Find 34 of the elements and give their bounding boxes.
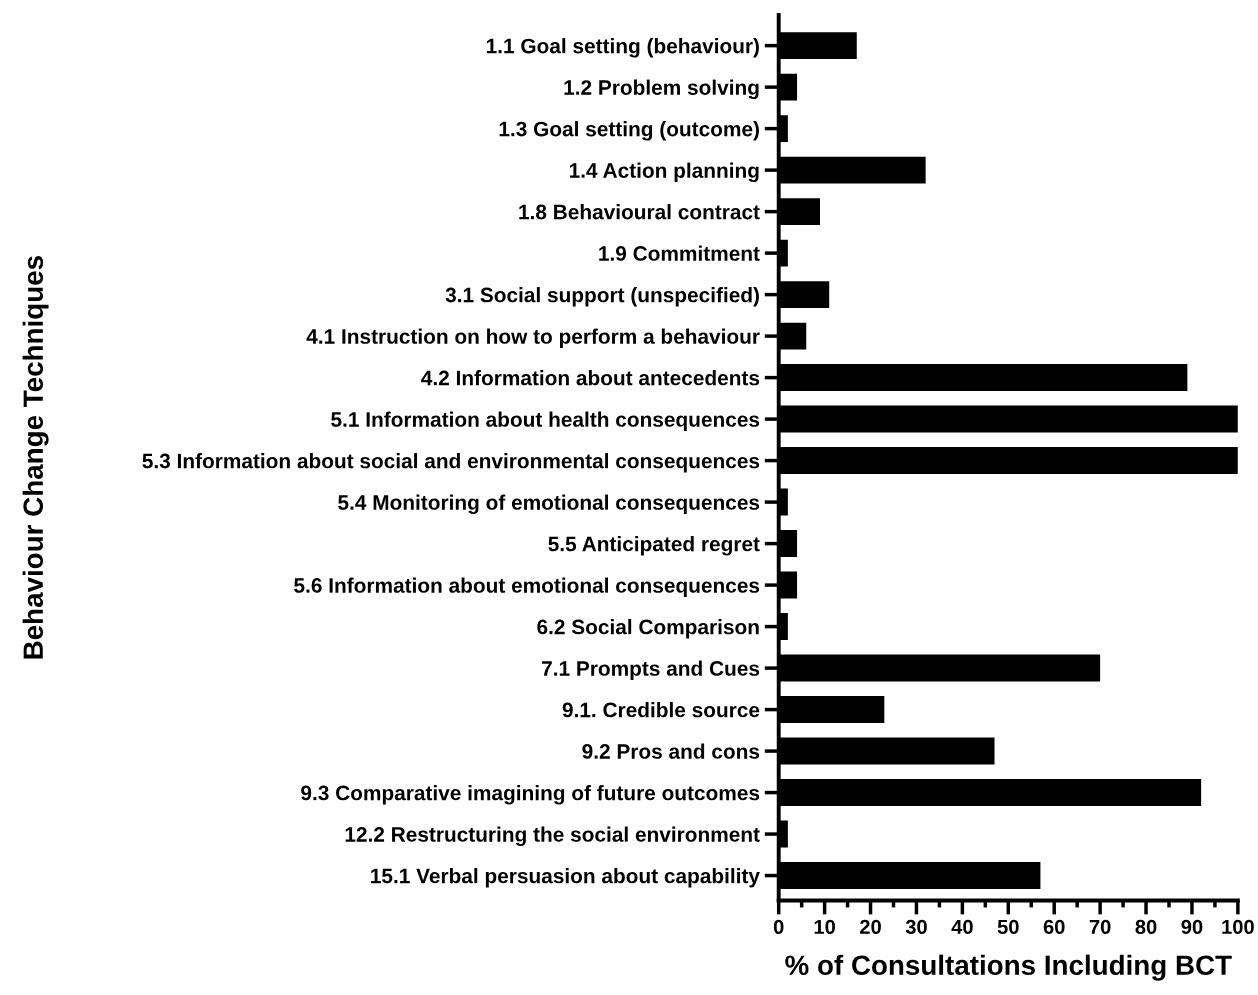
x-tick-label: 30: [905, 919, 927, 935]
y-tick-label: 1.1 Goal setting (behaviour): [486, 38, 759, 58]
y-tick-label: 1.8 Behavioural contract: [519, 204, 760, 220]
y-tick-label: 5.3 Information about social and environmental consequences: [142, 453, 760, 473]
y-tick-label: 1.4 Action planning: [569, 162, 759, 183]
y-tick-label: 5.4 Monitoring of emotional consequences: [338, 494, 760, 515]
y-tick-label: 1.9 Commitment: [599, 245, 760, 261]
x-tick-label: 40: [951, 919, 973, 935]
x-tick-label: 0: [773, 919, 784, 935]
y-tick-label: 1.3 Goal setting (outcome): [499, 121, 759, 141]
x-tick-label: 10: [814, 919, 835, 935]
y-tick-label: 9.2 Pros and cons: [582, 743, 760, 759]
y-tick-label: 4.2 Information about antecedents: [421, 370, 760, 386]
x-tick-label: 60: [1043, 919, 1065, 935]
y-tick-label: 5.5 Anticipated regret: [548, 536, 760, 556]
y-tick-label: 9.1. Credible source: [562, 702, 760, 718]
y-tick-label: 12.2 Restructuring the social environment: [345, 826, 760, 847]
x-tick-label: 80: [1135, 919, 1157, 935]
y-tick-label: 7.1 Prompts and Cues: [542, 660, 760, 680]
y-axis-title: Behaviour Change Techniques: [22, 256, 49, 659]
y-tick-label: 4.1 Instruction on how to perform a behaviour: [306, 328, 760, 348]
y-tick-label: 5.6 Information about emotional consequences: [294, 577, 760, 597]
x-tick-label: 50: [997, 919, 1019, 935]
y-tick-label: 3.1 Social support (unspecified): [445, 287, 759, 307]
x-tick-label: 100: [1222, 919, 1254, 935]
y-tick-label: 1.2 Problem solving: [564, 79, 759, 100]
y-tick-label: 5.1 Information about health consequences: [331, 411, 760, 431]
y-tick-label: 6.2 Social Comparison: [537, 619, 759, 639]
y-tick-label: 15.1 Verbal persuasion about capability: [371, 868, 760, 888]
x-tick-label: 70: [1089, 919, 1111, 935]
x-tick-label: 90: [1181, 919, 1203, 935]
y-tick-label: 9.3 Comparative imagining of future outcomes: [301, 785, 760, 805]
x-tick-label: 20: [860, 919, 881, 935]
x-axis-title: % of Consultations Including BCT: [785, 954, 1232, 981]
